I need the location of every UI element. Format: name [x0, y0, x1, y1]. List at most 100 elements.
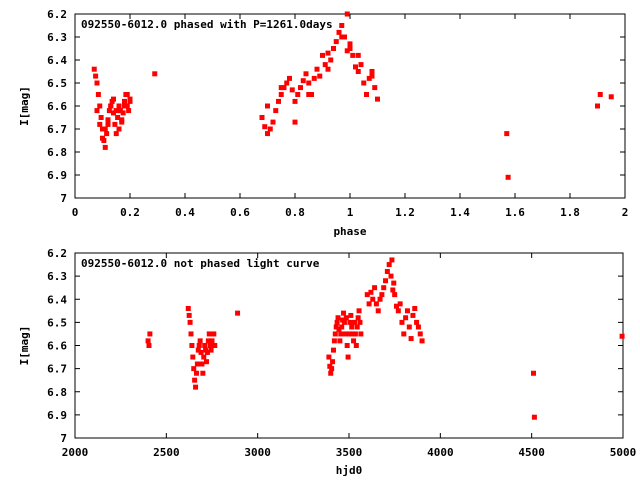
data-point — [393, 303, 399, 309]
data-point — [391, 280, 397, 286]
data-point — [504, 131, 510, 137]
data-point — [147, 331, 153, 337]
data-point — [127, 96, 133, 102]
data-point — [204, 349, 210, 355]
data-point — [399, 319, 405, 325]
data-point — [347, 46, 353, 51]
data-point — [209, 338, 215, 344]
data-point — [338, 331, 344, 337]
data-point — [267, 126, 273, 132]
data-point — [146, 343, 152, 348]
data-point — [333, 39, 339, 45]
y-tick-label: 7 — [60, 192, 67, 205]
data-point — [292, 98, 298, 104]
data-point — [122, 98, 127, 104]
data-point — [104, 131, 110, 137]
y-tick-label: 6.4 — [47, 293, 67, 306]
y-tick-label: 6.3 — [47, 31, 67, 44]
data-point — [322, 62, 328, 68]
data-point — [207, 343, 213, 348]
data-point — [350, 52, 356, 58]
data-point — [281, 85, 287, 91]
data-point — [406, 324, 412, 330]
data-point — [347, 319, 353, 325]
data-point — [113, 108, 119, 114]
data-point — [330, 347, 336, 353]
data-point — [356, 308, 362, 314]
data-point — [259, 115, 265, 120]
y-axis-label: I[mag] — [18, 86, 31, 126]
data-point — [91, 66, 97, 72]
y-tick-label: 6.2 — [47, 8, 67, 21]
data-point — [235, 310, 241, 316]
x-tick-label: 1.6 — [505, 206, 525, 219]
y-tick-label: 7 — [60, 432, 67, 445]
data-point — [102, 144, 108, 150]
data-point — [355, 315, 361, 321]
data-point — [273, 108, 279, 114]
data-point — [119, 117, 125, 123]
data-point — [361, 80, 367, 86]
data-point — [202, 343, 208, 348]
data-point — [351, 338, 357, 344]
data-point — [278, 92, 284, 97]
data-point — [357, 319, 363, 325]
x-tick-label: 0.6 — [230, 206, 250, 219]
data-point — [211, 331, 217, 337]
data-point — [102, 126, 108, 132]
data-point — [364, 292, 370, 298]
x-tick-label: 2 — [622, 206, 629, 219]
data-point — [265, 131, 270, 137]
data-point — [410, 312, 416, 318]
y-tick-label: 6.8 — [47, 386, 67, 399]
data-point — [353, 64, 358, 70]
data-point — [372, 285, 378, 291]
data-point — [383, 278, 389, 284]
y-axis-label: I[mag] — [18, 326, 31, 366]
data-point — [372, 85, 378, 91]
data-point — [350, 331, 356, 337]
data-point — [505, 174, 511, 180]
data-point — [325, 50, 331, 56]
data-point — [108, 103, 114, 109]
data-point — [117, 108, 123, 114]
x-tick-label: 4500 — [518, 446, 545, 459]
data-point — [342, 34, 347, 40]
data-point — [595, 103, 600, 109]
data-point — [344, 48, 350, 54]
data-point — [330, 359, 336, 365]
data-point — [352, 331, 358, 337]
x-tick-label: 4000 — [427, 446, 454, 459]
data-point — [369, 69, 375, 74]
data-point — [287, 75, 292, 81]
data-point — [326, 354, 332, 360]
phased-light-curve-panel: 0 0.2 0.4 0.6 0.8 1 1.2 1.4 1.6 1.8 2 6.2 6.3 6.4 6.5 6… — [18, 8, 628, 238]
data-point — [289, 87, 295, 93]
data-point — [186, 312, 192, 318]
data-point — [116, 126, 122, 132]
data-point — [152, 71, 158, 77]
data-point — [373, 301, 379, 307]
data-point — [331, 338, 337, 344]
data-point — [320, 52, 325, 58]
data-point — [344, 11, 350, 17]
x-axis-label: phase — [333, 225, 366, 238]
data-point — [111, 110, 116, 116]
data-point — [105, 117, 111, 123]
data-point — [113, 131, 119, 137]
data-point — [115, 115, 121, 120]
data-point — [392, 292, 398, 298]
data-point — [401, 331, 407, 337]
data-point — [619, 333, 625, 339]
data-point — [206, 331, 212, 337]
data-point — [191, 366, 197, 372]
data-point — [329, 366, 335, 372]
x-tick-label: 3000 — [244, 446, 271, 459]
data-point — [370, 296, 376, 302]
data-point — [126, 108, 132, 114]
data-point — [185, 306, 191, 311]
data-point — [328, 57, 334, 63]
data-point — [270, 119, 276, 125]
data-point — [212, 343, 218, 348]
